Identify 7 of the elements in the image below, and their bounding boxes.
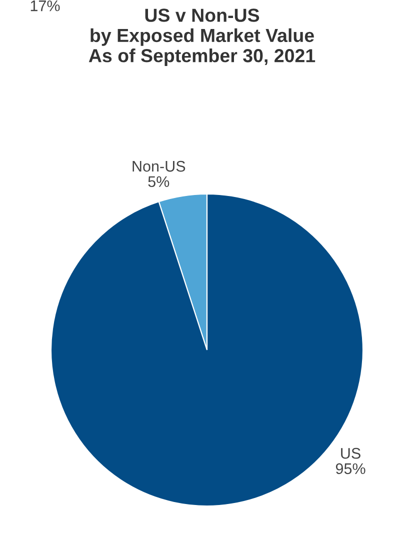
- data-label: 5%: [148, 176, 170, 188]
- chart-title: US v Non-US by Exposed Market Value As of September 30, 2021: [88, 8, 316, 66]
- slice-label: US: [341, 448, 360, 459]
- text: 17%: [30, 0, 60, 12]
- pie-slice: [50, 193, 364, 507]
- data-label: 95%: [336, 463, 366, 474]
- slice-label: Non-US: [132, 160, 186, 172]
